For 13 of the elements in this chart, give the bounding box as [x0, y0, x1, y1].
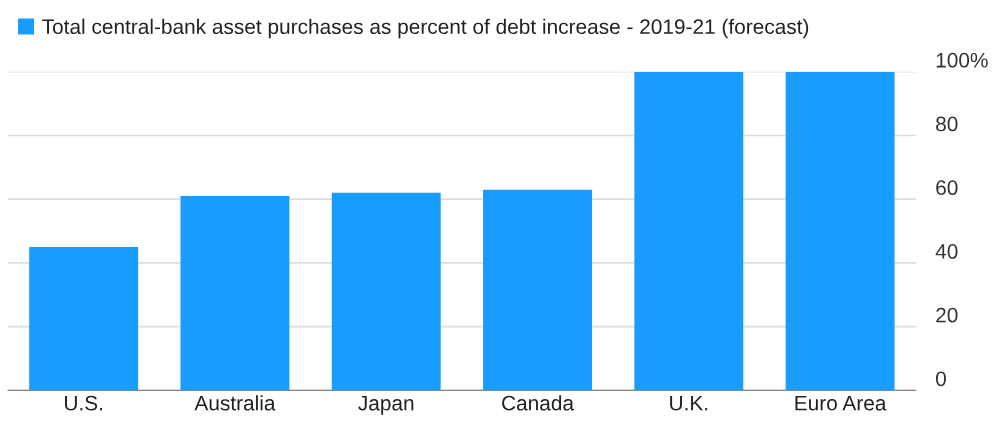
y-tick-label: 20 — [936, 307, 958, 323]
y-tick-label: 80 — [936, 116, 958, 132]
x-tick-label: Euro Area — [795, 395, 887, 411]
x-tick-label: U.K. — [670, 395, 708, 411]
x-tick-label: U.S. — [65, 395, 103, 411]
x-tick-label: Australia — [194, 395, 276, 411]
y-tick-label: 0 — [936, 371, 946, 387]
x-tick-label: Japan — [358, 395, 414, 415]
y-tick-label: 100% — [936, 52, 988, 68]
legend-label: Total central-bank asset purchases as percent of debt increase - 2019-21 (forecast) — [42, 18, 809, 39]
y-tick-label: 40 — [935, 244, 958, 259]
y-tick-label: 60 — [936, 180, 958, 196]
x-tick-label: Canada — [502, 395, 575, 411]
